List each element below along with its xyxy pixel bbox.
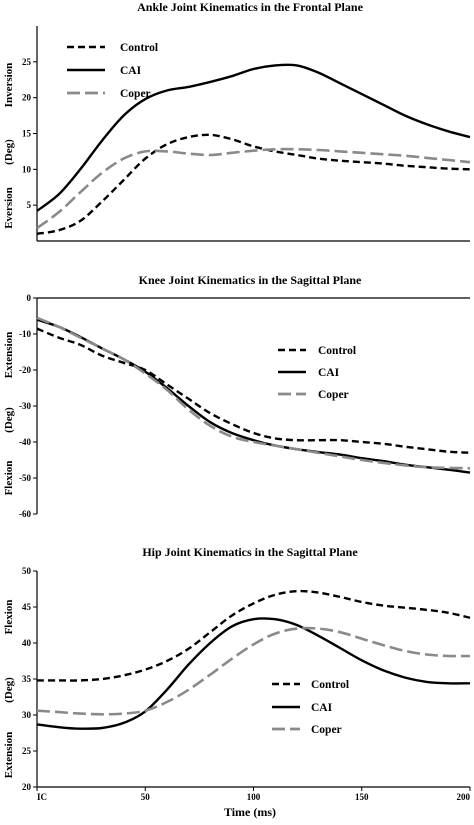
hip-y-tick-label: 35 [22,674,32,684]
hip-coper-line [36,626,471,716]
knee-y-tick-label: -20 [19,365,31,375]
ankle-ylabel-top: Inversion [3,63,15,108]
hip-series [36,589,471,730]
ankle-y-tick-label: 5 [27,200,32,210]
knee-legend: Control CAI Coper [278,345,356,401]
ankle-legend-coper: Coper [120,88,151,100]
hip-ylabel-top: Flexion [3,600,15,635]
knee-legend-cai: CAI [318,367,340,379]
hip-legend-cai: CAI [311,702,333,714]
hip-x-tick-label: 100 [247,792,261,802]
ankle-coper-line [36,147,471,230]
hip-y-tick-label: 45 [22,602,32,612]
knee-control-line [36,327,471,454]
ankle-control-line [36,133,471,235]
hip-y-tick-label: 30 [22,710,32,720]
hip-y-tick-label: 40 [22,638,32,648]
knee-coper-line [36,316,471,470]
ankle-y-tick-label: 15 [22,129,32,139]
ankle-series [36,63,471,235]
ankle-y-tick-label: 25 [22,57,32,67]
ankle-legend: Control CAI Coper [67,42,158,100]
hip-y-ticks: 20 25 30 35 40 45 50 [22,566,37,792]
hip-panel: Hip Joint Kinematics in the Sagittal Pla… [3,545,471,819]
ankle-panel: Ankle Joint Kinematics in the Frontal Pl… [3,0,471,242]
ankle-ylabel-bottom: Eversion [3,187,15,229]
hip-y-tick-label: 50 [22,566,32,576]
ankle-y-tick-label: 20 [22,93,32,103]
x-axis-label: Time (ms) [224,805,276,819]
hip-legend: Control CAI Coper [272,679,349,736]
ankle-y-tick-label: 10 [22,164,32,174]
hip-ylabel-bottom: Extension [3,732,15,778]
hip-x-tick-label: IC [37,792,47,802]
ankle-ylabel-mid: (Deg) [3,139,15,165]
ankle-y-ticks: 5 10 15 20 25 [22,57,37,210]
knee-ylabel-top: Extension [3,332,15,378]
hip-y-tick-label: 25 [22,746,32,756]
ankle-legend-control: Control [120,42,158,54]
knee-y-tick-label: 0 [27,293,32,303]
ankle-cai-line [36,63,471,212]
hip-control-line [37,589,471,682]
knee-legend-control: Control [318,345,356,357]
ankle-legend-cai: CAI [120,65,142,77]
knee-y-tick-label: -50 [19,473,31,483]
knee-legend-coper: Coper [318,389,349,401]
knee-y-tick-label: -30 [19,401,31,411]
knee-title: Knee Joint Kinematics in the Sagittal Pl… [139,273,362,287]
hip-legend-coper: Coper [311,724,342,736]
hip-x-tick-label: 150 [355,792,369,802]
hip-y-tick-label: 20 [22,782,32,792]
knee-y-tick-label: -60 [19,509,31,519]
hip-title: Hip Joint Kinematics in the Sagittal Pla… [142,545,358,559]
hip-cai-line [36,617,471,730]
hip-ylabel-mid: (Deg) [3,677,15,703]
knee-ylabel-bottom: Flexion [3,461,15,496]
hip-x-ticks: IC 50 100 150 200 [36,787,471,802]
hip-legend-control: Control [311,679,349,691]
knee-panel: Knee Joint Kinematics in the Sagittal Pl… [3,273,471,519]
knee-series [36,316,471,474]
knee-cai-line [36,318,471,474]
ankle-title: Ankle Joint Kinematics in the Frontal Pl… [137,0,363,14]
knee-y-ticks: 0 -10 -20 -30 -40 -50 -60 [19,293,37,519]
knee-y-tick-label: -40 [19,437,31,447]
hip-x-tick-label: 200 [457,792,471,802]
knee-ylabel-mid: (Deg) [3,407,15,433]
knee-y-tick-label: -10 [19,329,31,339]
hip-x-tick-label: 50 [141,792,151,802]
